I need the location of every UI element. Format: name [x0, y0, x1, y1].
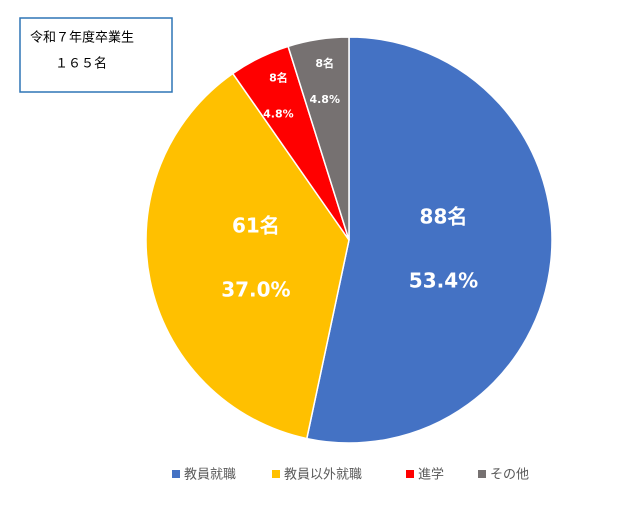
data-label: 88名	[420, 204, 468, 228]
data-label: 8名	[315, 56, 334, 70]
legend-swatch	[406, 470, 414, 478]
pie-slice	[305, 36, 553, 444]
legend-label: 教員就職	[184, 467, 236, 483]
legend-label: 教員以外就職	[284, 467, 362, 483]
data-label: 4.8%	[309, 93, 340, 106]
pie-slice	[145, 72, 350, 440]
data-label: 37.0%	[221, 277, 290, 301]
data-label: 61名	[232, 213, 280, 237]
data-label: 8名	[269, 70, 288, 84]
legend-swatch	[172, 470, 180, 478]
pie-slice	[287, 36, 350, 241]
legend-label: その他	[490, 468, 529, 483]
legend-swatch	[272, 470, 280, 478]
data-label: 53.4%	[409, 268, 478, 292]
annotation: １６５名	[55, 56, 107, 72]
legend-swatch	[478, 470, 486, 478]
data-label: 4.8%	[263, 107, 294, 120]
annotation-box	[19, 17, 173, 93]
legend-label: 進学	[418, 467, 444, 483]
annotation: 令和７年度卒業生	[30, 30, 134, 46]
